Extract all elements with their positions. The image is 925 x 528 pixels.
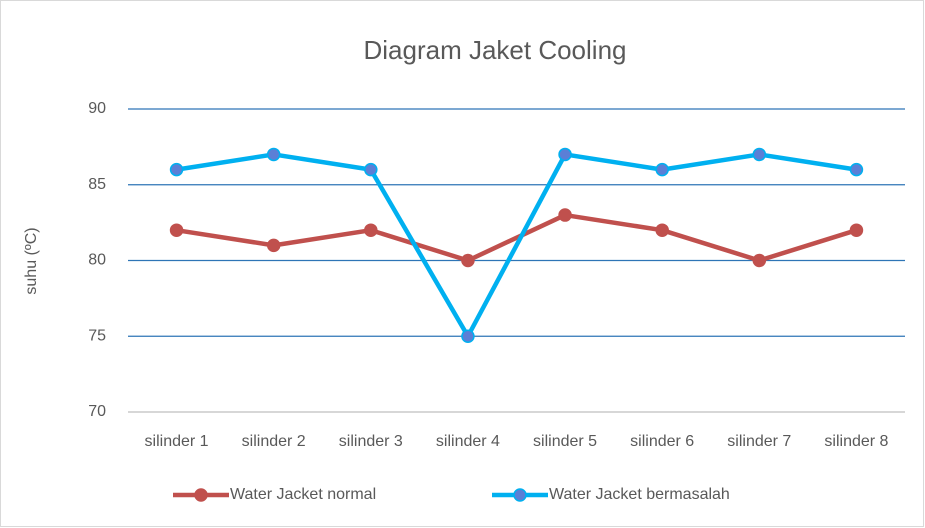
y-tick-label: 80 [88, 252, 106, 269]
series-line [176, 212, 858, 263]
chart-title: Diagram Jaket Cooling [363, 35, 626, 65]
marker [849, 162, 864, 177]
marker [169, 223, 184, 237]
x-tick-label: silinder 3 [339, 433, 403, 450]
legend-marker [194, 488, 208, 502]
legend-marker [513, 488, 527, 502]
marker [655, 223, 669, 237]
x-tick-label: silinder 7 [727, 433, 791, 450]
series-line [176, 152, 857, 339]
marker [266, 238, 281, 253]
x-tick-label: silinder 8 [824, 433, 888, 450]
marker [558, 147, 572, 162]
y-tick-label: 70 [88, 403, 106, 420]
marker [752, 147, 767, 162]
marker [169, 162, 184, 177]
legend-label: Water Jacket normal [230, 486, 376, 503]
marker [364, 223, 378, 237]
marker [752, 253, 767, 268]
legend-label: Water Jacket bermasalah [549, 486, 730, 503]
x-tick-label: silinder 2 [242, 433, 306, 450]
y-axis-label: suhu (ºC) [23, 227, 40, 294]
x-tick-label: silinder 1 [145, 433, 209, 450]
x-tick-label: silinder 5 [533, 433, 597, 450]
marker [655, 162, 669, 177]
marker [461, 253, 475, 268]
x-tick-label: silinder 4 [436, 433, 500, 450]
marker [364, 162, 378, 177]
marker [849, 223, 864, 237]
marker [461, 329, 475, 343]
y-tick-label: 75 [88, 327, 106, 344]
y-tick-label: 90 [88, 100, 106, 117]
marker [266, 147, 281, 162]
marker [558, 208, 572, 222]
x-tick-label: silinder 6 [630, 433, 694, 450]
y-tick-label: 85 [88, 176, 106, 193]
